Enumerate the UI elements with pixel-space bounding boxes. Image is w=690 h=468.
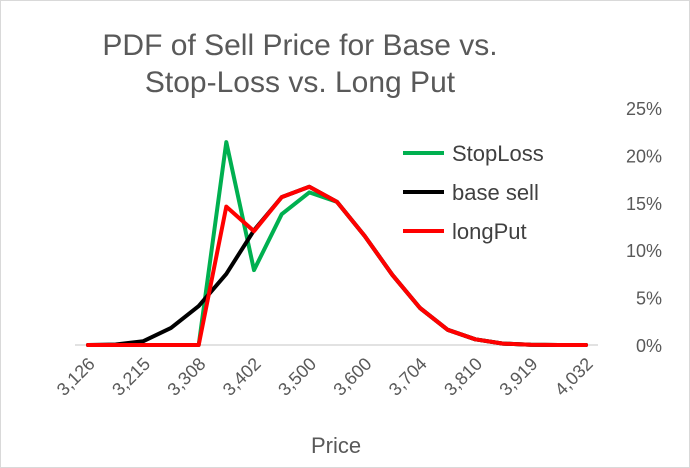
y-tick-label: 20% [626, 146, 662, 166]
x-tick-label: 3,919 [496, 354, 542, 400]
y-tick-label: 5% [636, 289, 662, 309]
x-tick-label: 3,126 [53, 354, 99, 400]
y-tick-label: 25% [626, 99, 662, 119]
y-tick-label: 0% [636, 336, 662, 356]
x-tick-label: 3,704 [385, 354, 431, 400]
x-tick-label: 4,032 [551, 354, 597, 400]
x-tick-label: 3,810 [440, 354, 486, 400]
x-tick-label: 3,308 [164, 354, 210, 400]
chart-title-line-2: Stop-Loss vs. Long Put [144, 66, 456, 99]
y-tick-label: 15% [626, 194, 662, 214]
y-tick-label: 10% [626, 241, 662, 261]
legend-entry-base-sell: base sell [452, 180, 539, 205]
legend-entry-longput: longPut [452, 219, 527, 244]
x-tick-label: 3,600 [330, 354, 376, 400]
longput-series-line [86, 184, 588, 347]
x-tick-label: 3,215 [108, 354, 154, 400]
legend-entry-stoploss: StopLoss [452, 141, 544, 166]
x-tick-label: 3,500 [274, 354, 320, 400]
x-tick-label: 3,402 [219, 354, 265, 400]
x-axis-title: Price [311, 433, 361, 458]
base-sell-series-line [86, 184, 588, 347]
chart-title-line-1: PDF of Sell Price for Base vs. [102, 29, 498, 62]
